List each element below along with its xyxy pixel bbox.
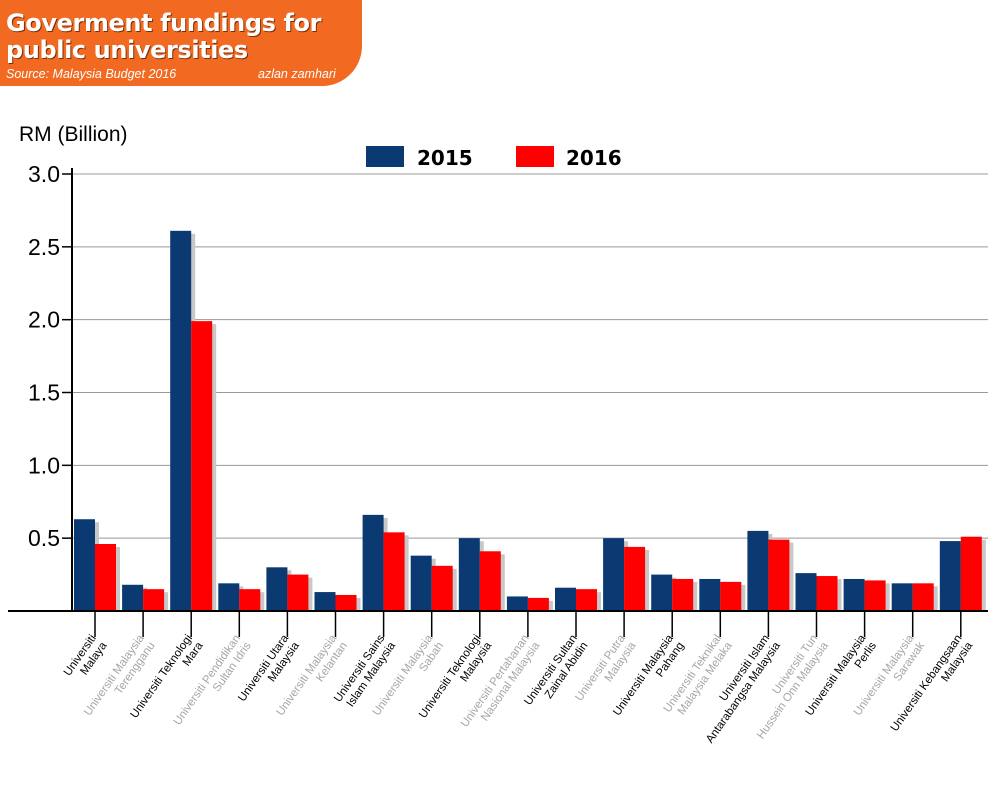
bars xyxy=(74,230,986,611)
bar-2015 xyxy=(603,538,625,611)
bar-2016 xyxy=(768,539,790,611)
y-axis-label: RM (Billion) xyxy=(19,123,128,146)
bar-2016 xyxy=(960,536,982,611)
source-note: Source: Malaysia Budget 2016 xyxy=(6,67,177,81)
bar-2016 xyxy=(143,589,165,611)
legend-label-2015: 2015 xyxy=(417,146,473,170)
bar-2015 xyxy=(699,578,721,611)
bar-2016 xyxy=(191,321,213,611)
bar-2016 xyxy=(287,574,309,611)
bar-2015 xyxy=(266,567,288,611)
bar-2016 xyxy=(672,578,694,611)
bar-2016 xyxy=(431,565,453,611)
y-tick-label: 2.5 xyxy=(28,234,60,260)
bar-2015 xyxy=(314,592,336,611)
y-tick-label: 1.0 xyxy=(28,452,60,478)
chart-title-line-2: public universities xyxy=(6,36,248,64)
bar-2015 xyxy=(170,230,192,611)
bar-2015 xyxy=(74,519,95,611)
legend: 2015 2016 xyxy=(366,146,622,170)
y-tick-label: 1.5 xyxy=(28,380,60,406)
bar-2016 xyxy=(479,551,501,611)
bar-2016 xyxy=(816,576,838,611)
bar-2016 xyxy=(912,583,934,611)
bar-2015 xyxy=(506,596,528,611)
gridlines xyxy=(72,173,988,539)
axes: 0.5 1.0 1.5 2.0 2.5 3.0 xyxy=(8,161,988,637)
legend-swatch-2016 xyxy=(516,146,554,167)
category-label: UniversitiMalaya xyxy=(62,632,110,686)
bar-2015 xyxy=(651,574,673,611)
bar-2015 xyxy=(795,573,817,611)
title-banner: Goverment fundings for public universiti… xyxy=(0,0,362,86)
bar-2016 xyxy=(576,589,597,611)
bar-2016 xyxy=(864,580,886,611)
bar-2015 xyxy=(362,514,384,611)
bar-2016 xyxy=(383,532,405,611)
legend-label-2016: 2016 xyxy=(566,146,622,170)
bar-2016 xyxy=(239,589,261,611)
y-tick-label: 0.5 xyxy=(28,525,60,551)
y-tick-label: 2.0 xyxy=(28,307,60,333)
x-tick-label: UniversitiMalaya xyxy=(62,632,110,686)
legend-swatch-2015 xyxy=(366,146,404,167)
bar-2015 xyxy=(891,583,913,611)
author-credit: azlan zamhari xyxy=(258,67,336,81)
bar-2016 xyxy=(624,546,646,611)
bar-2015 xyxy=(458,538,480,611)
bar-2015 xyxy=(843,578,865,611)
chart-title-line-1: Goverment fundings for xyxy=(6,9,322,37)
bar-2015 xyxy=(218,583,240,611)
bar-2016 xyxy=(335,594,357,611)
bar-2016 xyxy=(527,597,549,611)
y-tick-label: 3.0 xyxy=(28,161,60,187)
bar-2015 xyxy=(122,584,144,611)
bar-2016 xyxy=(95,543,116,611)
bar-2016 xyxy=(720,581,742,611)
bar-2015 xyxy=(410,555,432,611)
bar-2015 xyxy=(939,541,961,611)
bar-2015 xyxy=(747,530,769,611)
bar-2015 xyxy=(555,587,576,611)
